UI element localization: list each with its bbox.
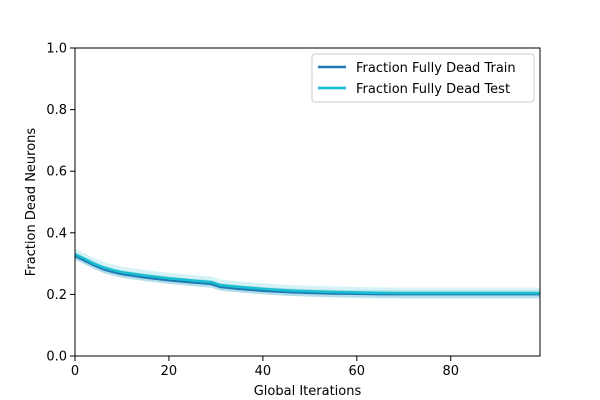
- x-tick-label: 80: [442, 364, 459, 379]
- x-tick-label: 40: [255, 364, 272, 379]
- y-axis-label: Fraction Dead Neurons: [24, 128, 39, 277]
- plot-frame: [74, 47, 541, 357]
- x-tick-label: 0: [71, 364, 79, 379]
- y-tick-label: 0.2: [46, 288, 67, 303]
- y-tick-label: 0.0: [46, 350, 67, 365]
- legend: Fraction Fully Dead Train Fraction Fully…: [311, 53, 535, 103]
- y-tick-label: 0.6: [46, 165, 67, 180]
- legend-box: [311, 53, 535, 103]
- x-tick-label: 60: [349, 364, 366, 379]
- x-axis-label: Global Iterations: [254, 384, 362, 399]
- y-tick-label: 0.4: [46, 226, 67, 241]
- x-axis-ticks: 0 20 40 60 80: [71, 356, 459, 379]
- y-axis-ticks: 0.0 0.2 0.4 0.6 0.8 1.0: [46, 42, 75, 365]
- legend-label-train: Fraction Fully Dead Train: [356, 61, 516, 76]
- legend-label-test: Fraction Fully Dead Test: [356, 82, 510, 97]
- x-tick-label: 20: [161, 364, 178, 379]
- series-lines: [74, 253, 540, 296]
- series-line-1: [74, 253, 540, 295]
- y-tick-label: 0.8: [46, 103, 67, 118]
- y-tick-label: 1.0: [46, 42, 67, 57]
